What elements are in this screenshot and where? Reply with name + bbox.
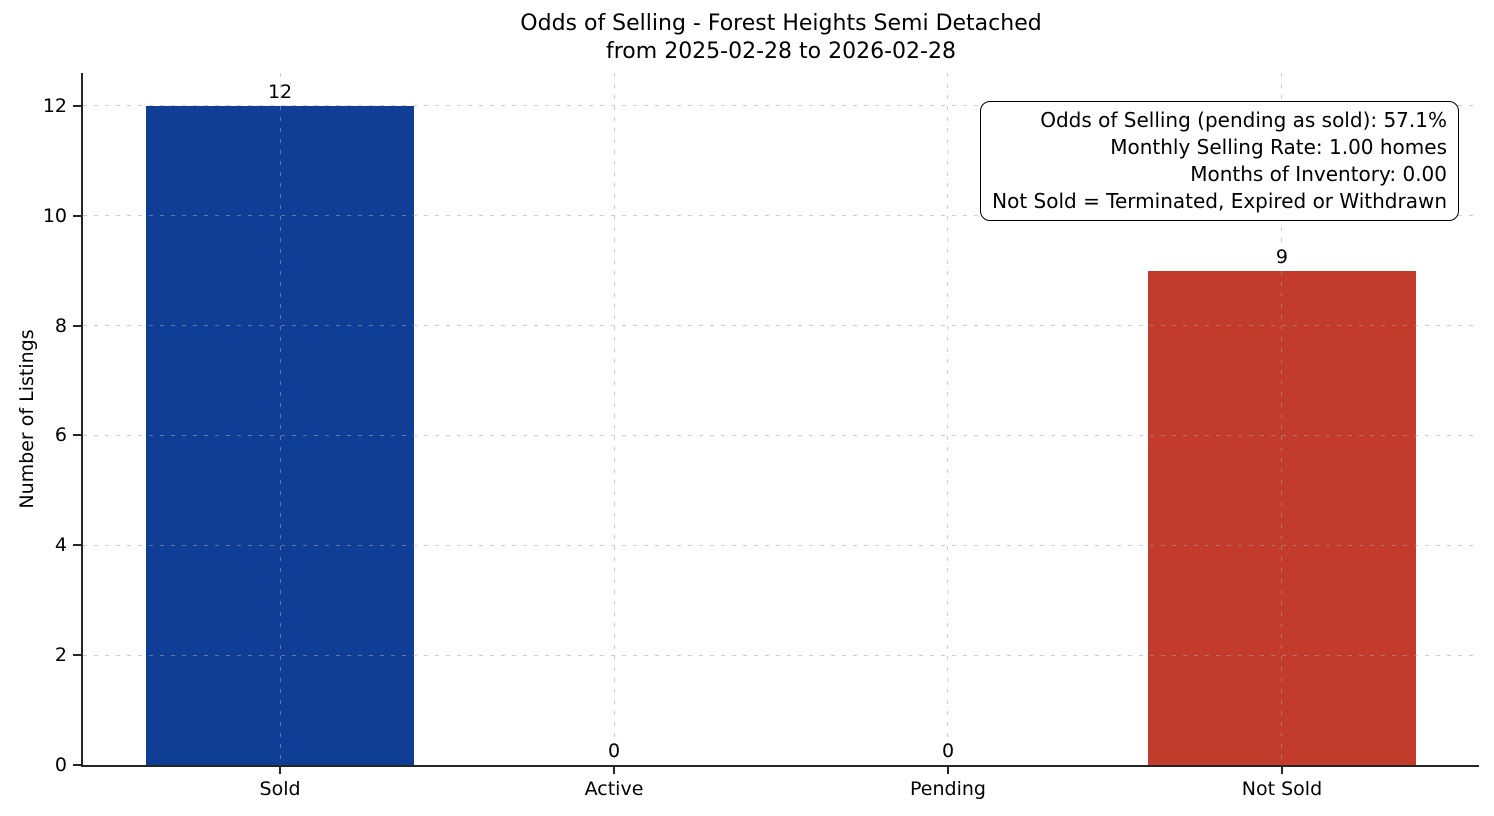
y-axis-label: Number of Listings [16, 329, 38, 509]
h-gridline [83, 215, 1479, 217]
h-gridline [83, 325, 1479, 327]
v-gridline [1281, 73, 1283, 765]
chart-title: Odds of Selling - Forest Heights Semi De… [520, 11, 1042, 36]
x-tick-label-not-sold: Not Sold [1241, 778, 1323, 800]
y-tick-label: 6 [54, 424, 67, 447]
y-tick-label: 2 [54, 644, 67, 667]
annotation-line-odds: Odds of Selling (pending as sold): 57.1% [1040, 108, 1447, 132]
y-tick-label: 0 [54, 754, 67, 776]
y-tick-mark [73, 214, 83, 217]
y-tick-mark [73, 324, 83, 327]
y-tick-mark [73, 104, 83, 107]
v-gridline [279, 73, 281, 765]
v-gridline [947, 73, 949, 765]
annotation-line-inventory: Months of Inventory: 0.00 [1190, 162, 1447, 186]
y-tick-label: 4 [54, 534, 67, 557]
h-gridline [83, 544, 1479, 546]
x-tick-mark [1280, 765, 1283, 774]
annotation-box: Odds of Selling (pending as sold): 57.1%… [980, 101, 1459, 221]
chart-title-block: Odds of Selling - Forest Heights Semi De… [83, 10, 1479, 66]
bar-value-label-pending: 0 [941, 740, 955, 762]
v-gridline [613, 73, 615, 765]
x-tick-mark [279, 765, 282, 774]
annotation-line-rate: Monthly Selling Rate: 1.00 homes [1110, 135, 1447, 159]
chart-subtitle: from 2025-02-28 to 2026-02-28 [606, 39, 956, 64]
bar-value-label-not-sold: 9 [1275, 245, 1288, 268]
y-tick-label: 12 [42, 94, 67, 117]
y-tick-mark [73, 434, 83, 437]
y-tick-label: 10 [42, 204, 67, 227]
bar-value-label-active: 0 [607, 740, 621, 762]
x-tick-label-pending: Pending [910, 778, 986, 800]
y-tick-mark [73, 764, 83, 766]
h-gridline [83, 434, 1479, 436]
x-tick-label-sold: Sold [259, 778, 301, 800]
plot-area: Odds of Selling (pending as sold): 57.1%… [43, 73, 1479, 800]
annotation-line-notsold-def: Not Sold = Terminated, Expired or Withdr… [992, 189, 1447, 213]
x-tick-label-active: Active [584, 778, 644, 800]
h-gridline [83, 105, 1479, 107]
x-tick-mark [946, 765, 949, 774]
x-tick-mark [613, 765, 615, 774]
y-tick-mark [73, 544, 83, 547]
h-gridline [83, 654, 1479, 656]
y-tick-mark [73, 654, 83, 657]
y-tick-label: 8 [54, 314, 67, 337]
bar-value-label-sold: 12 [267, 80, 293, 103]
